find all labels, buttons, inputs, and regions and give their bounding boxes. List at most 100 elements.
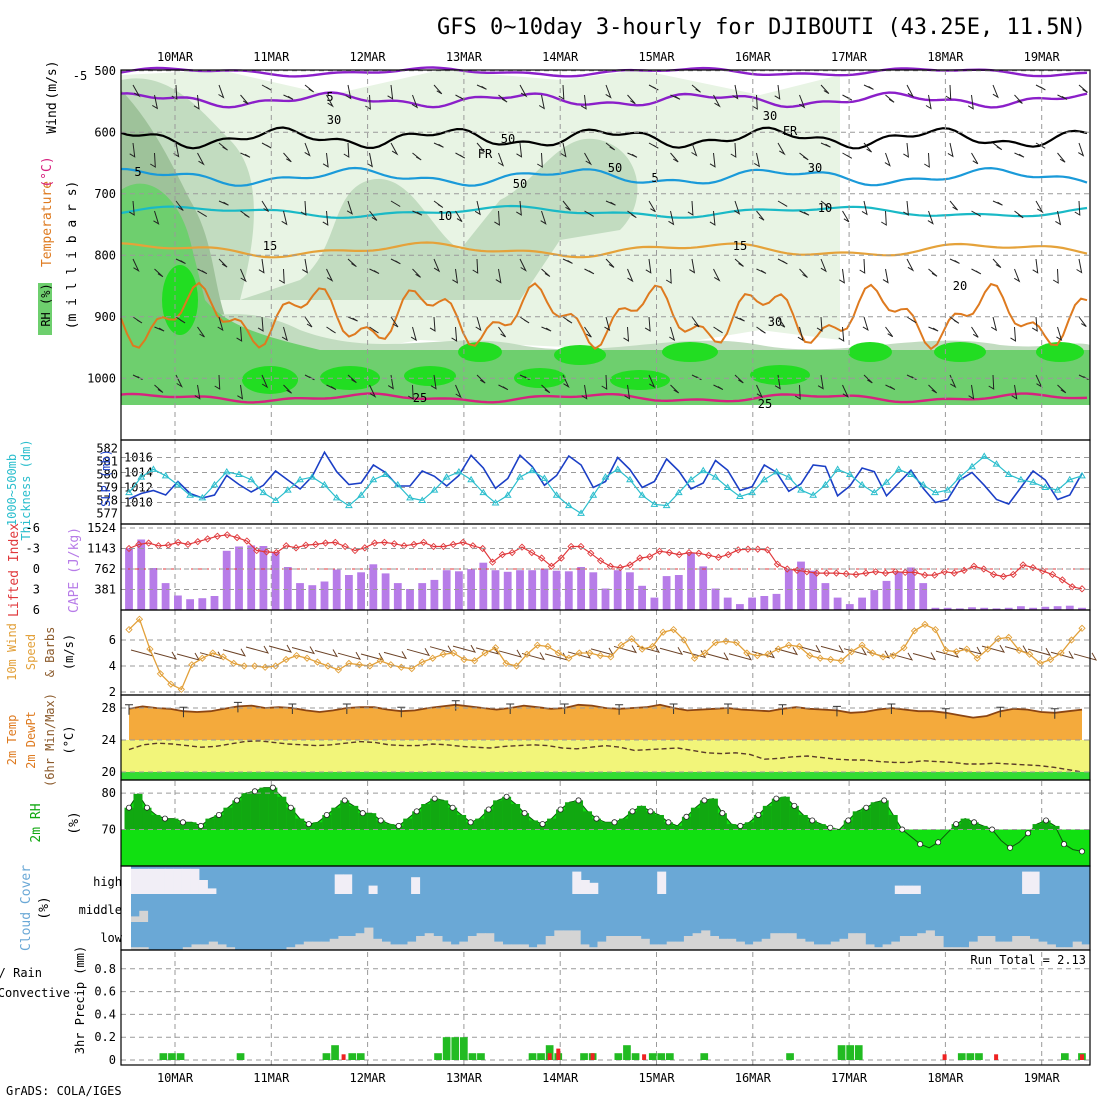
cape-bar bbox=[1029, 607, 1037, 610]
wind10-barb bbox=[935, 649, 960, 658]
li-point bbox=[695, 549, 703, 557]
cloud-low-bar bbox=[493, 941, 503, 950]
wind-barb bbox=[925, 94, 932, 110]
precip-total-bar bbox=[331, 1045, 339, 1060]
dewpoint-line bbox=[128, 740, 1083, 773]
li-point bbox=[616, 563, 624, 572]
cape-bar bbox=[332, 569, 341, 610]
cloud-low-bar bbox=[692, 933, 702, 950]
li-point bbox=[803, 568, 811, 576]
rh2m-point bbox=[197, 822, 204, 829]
wind-barb bbox=[861, 200, 868, 216]
slp-axis-label: SLP (mb) bbox=[99, 449, 113, 507]
temperature-axis-label: Temperature bbox=[40, 181, 55, 267]
slp-tick-label: 1012 bbox=[124, 481, 153, 495]
cape-bar bbox=[833, 597, 842, 610]
wind-barb bbox=[992, 84, 999, 99]
wind10-point bbox=[439, 650, 447, 658]
wind10-point bbox=[334, 666, 343, 674]
wind-barb bbox=[627, 268, 634, 283]
wind-barb bbox=[365, 94, 371, 110]
contour-label: 20 bbox=[953, 279, 967, 293]
thickness-point bbox=[442, 473, 451, 480]
li-point bbox=[253, 546, 261, 555]
contour-temp-15 bbox=[120, 241, 1088, 259]
wind10-point bbox=[827, 655, 835, 664]
wind-barb bbox=[691, 142, 698, 157]
li-point bbox=[243, 537, 251, 545]
wind-barb bbox=[1032, 258, 1039, 274]
rh2m-point bbox=[539, 821, 546, 828]
cloud-low-bar bbox=[571, 930, 581, 950]
cloud-low-bar bbox=[1003, 941, 1013, 950]
rh2m-point bbox=[575, 797, 582, 804]
rh2m-point bbox=[611, 819, 618, 826]
cloud-high-bar bbox=[572, 871, 582, 894]
rh2m-point bbox=[665, 819, 672, 826]
wind-barb bbox=[928, 326, 939, 332]
wind10-point bbox=[313, 658, 322, 666]
wind10-point bbox=[219, 653, 227, 661]
wind-barb bbox=[820, 84, 830, 95]
wind10-point bbox=[554, 649, 563, 657]
cloud-low-bar bbox=[476, 933, 486, 950]
wind-barb bbox=[752, 94, 758, 110]
wind-barb bbox=[648, 374, 656, 389]
wind-barb bbox=[884, 152, 891, 167]
precip-total-bar bbox=[786, 1053, 794, 1060]
wind-barb bbox=[1031, 316, 1038, 332]
rh-legend-swatch bbox=[38, 283, 52, 335]
wind10-point bbox=[711, 638, 720, 647]
rh2m-point bbox=[719, 810, 726, 817]
wind-barb bbox=[132, 258, 140, 272]
thickness-point bbox=[613, 465, 622, 472]
cloud-low-bar bbox=[1081, 944, 1091, 950]
thickness-point bbox=[393, 480, 402, 488]
wind10-barb bbox=[176, 652, 201, 661]
li-point bbox=[665, 548, 673, 557]
contour-temp-5 bbox=[120, 166, 1088, 187]
wind10-axis-label: & Barbs bbox=[43, 627, 57, 678]
cloud-high-bar bbox=[164, 868, 174, 894]
wind-barb bbox=[691, 316, 700, 328]
wind-barb bbox=[967, 94, 974, 110]
cape-bar bbox=[577, 567, 585, 610]
wind-barb bbox=[519, 374, 530, 380]
wind-barb bbox=[366, 152, 373, 168]
wind-barb bbox=[799, 210, 810, 216]
wind-barb bbox=[326, 384, 337, 390]
date-label-bottom: 16MAR bbox=[735, 1071, 772, 1085]
li-point bbox=[272, 548, 281, 557]
wind10-point bbox=[491, 644, 500, 652]
rh2m-point bbox=[521, 810, 528, 817]
wind-barb bbox=[601, 374, 608, 390]
wind-barb bbox=[498, 94, 508, 103]
wind-barb bbox=[756, 268, 767, 274]
wind-barb bbox=[197, 152, 205, 166]
contour-label: 15 bbox=[263, 239, 277, 253]
cloud-low-bar bbox=[899, 936, 909, 950]
wind-barb bbox=[754, 152, 761, 168]
thickness-point bbox=[723, 483, 732, 490]
wind10-point bbox=[607, 653, 615, 661]
precip-total-bar bbox=[451, 1037, 460, 1060]
wind10-point bbox=[837, 657, 845, 665]
rh2m-point bbox=[1079, 848, 1086, 855]
li-point bbox=[1078, 585, 1086, 593]
li-point bbox=[557, 554, 565, 562]
thickness-point bbox=[736, 492, 744, 500]
cloud-low-bar bbox=[1055, 947, 1065, 950]
wind10-axis-label: (m/s) bbox=[62, 634, 76, 670]
date-label-top: 16MAR bbox=[735, 50, 772, 64]
wind-axis-label: Wind bbox=[45, 102, 60, 133]
cloud-high-bar bbox=[131, 868, 140, 894]
li-point bbox=[989, 570, 998, 579]
thickness-point bbox=[980, 452, 989, 459]
cloud-low-bar bbox=[796, 938, 806, 950]
date-label-top: 15MAR bbox=[638, 50, 675, 64]
contour-temp-25 bbox=[120, 392, 1088, 404]
li-point bbox=[420, 538, 428, 546]
precip-total-bar bbox=[957, 1053, 966, 1060]
cloud-low-bar bbox=[528, 947, 538, 950]
